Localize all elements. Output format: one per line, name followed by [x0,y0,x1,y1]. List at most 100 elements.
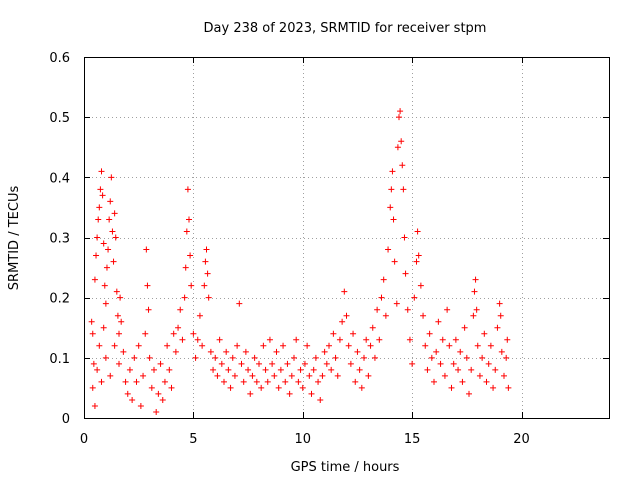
data-point [109,228,116,235]
data-point [168,384,175,391]
data-point [446,342,453,349]
data-point [142,330,149,337]
data-point [145,306,152,313]
data-point [391,258,398,265]
data-point [435,318,442,325]
data-point [286,390,293,397]
data-point [175,324,182,331]
data-point [452,336,459,343]
data-point [182,264,189,271]
data-point [450,360,457,367]
data-point [347,360,354,367]
data-point [417,282,424,289]
data-point [114,312,121,319]
data-point [461,324,468,331]
data-point [91,402,98,409]
data-point [299,384,306,391]
data-point [402,270,409,277]
data-point [363,336,370,343]
data-point [485,360,492,367]
data-point [98,168,105,175]
data-point [470,312,477,319]
data-point [99,192,106,199]
data-point [227,384,234,391]
data-point [172,348,179,355]
data-point [444,306,451,313]
data-point [117,294,124,301]
data-point [328,366,335,373]
data-point [144,282,151,289]
data-point [455,366,462,373]
data-point [389,168,396,175]
x-tick-label: 5 [189,432,197,447]
data-point [264,378,271,385]
data-point [159,396,166,403]
data-point [504,336,511,343]
data-point [229,354,236,361]
data-point [236,300,243,307]
data-point [148,384,155,391]
data-point [388,186,395,193]
y-tick-label: 0.3 [49,232,70,247]
data-point [369,324,376,331]
x-tick-label: 15 [404,432,421,447]
data-point [319,372,326,379]
data-point [181,294,188,301]
data-point [188,282,195,289]
data-point [89,330,96,337]
data-point [221,378,227,385]
data-point [280,342,287,349]
data-point [102,300,109,307]
data-point [382,312,389,319]
data-point [205,294,212,301]
data-point [291,354,297,361]
data-point [341,288,348,295]
data-point [94,366,101,373]
data-point [424,366,431,373]
data-point [441,372,448,379]
data-point [310,366,317,373]
data-point [210,366,217,373]
data-point [102,354,109,361]
data-point [97,186,104,193]
data-point [501,372,507,379]
data-point [390,216,397,223]
data-point [326,342,332,349]
data-point [343,312,350,319]
data-point [107,198,114,205]
data-point [503,354,510,361]
data-point [170,330,177,337]
data-point [439,336,446,343]
data-points [88,108,512,415]
y-tick-label: 0.2 [49,292,70,307]
data-point [400,186,407,193]
data-point [284,360,291,367]
data-point [199,342,206,349]
data-point [505,384,512,391]
data-point [371,354,378,361]
data-point [496,300,503,307]
data-point [100,324,107,331]
data-point [108,174,115,181]
data-point [110,258,117,265]
data-point [242,348,249,355]
data-point [190,330,197,337]
data-point [356,366,363,373]
data-point [431,378,437,385]
data-point [260,342,267,349]
data-point [498,348,505,355]
data-point [249,372,256,379]
x-tick-label: 0 [80,432,88,447]
data-point [269,360,276,367]
data-point [207,348,214,355]
data-point [194,336,201,343]
data-point [350,330,357,337]
data-point [120,348,127,355]
data-point [105,246,112,253]
data-point [466,390,472,397]
data-point [111,210,118,217]
data-point [399,162,406,169]
data-point [474,342,481,349]
